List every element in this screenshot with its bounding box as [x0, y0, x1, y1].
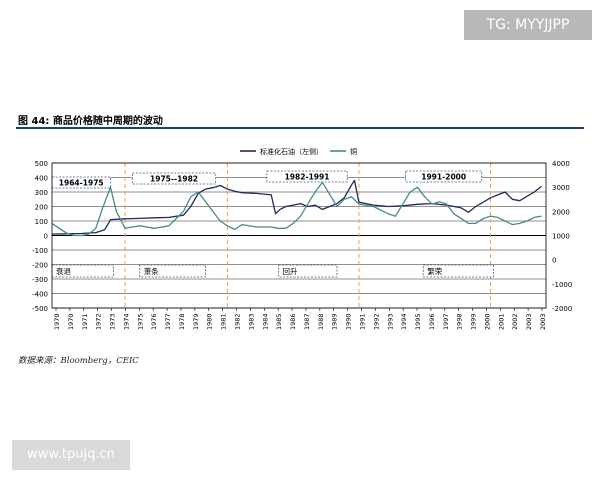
- period-box: [405, 170, 483, 183]
- x-tick-label: 1973: [109, 313, 117, 330]
- series-line-oil: [51, 179, 543, 235]
- x-tick-label: 1994: [400, 313, 408, 330]
- figure-title: 图 44: 商品价格随中周期的波动: [18, 116, 163, 127]
- x-tick-label: 1970: [67, 313, 75, 330]
- x-tick-label: 1979: [192, 313, 200, 330]
- phase-label: 繁荣: [427, 266, 442, 276]
- phase-label: 回升: [283, 267, 298, 276]
- x-tick-label: 1984: [261, 313, 269, 330]
- series-layer: [51, 179, 543, 237]
- legend-label-oil: 标准化石油（左侧）: [260, 147, 323, 156]
- y-right-tick-label: -1000: [552, 281, 572, 289]
- x-tick-label: 1997: [442, 313, 450, 330]
- title-rule: [16, 127, 584, 129]
- x-tick-label: 1991: [358, 313, 366, 330]
- x-tick-label: 1972: [95, 313, 103, 330]
- x-tick-label: 1988: [317, 313, 325, 330]
- period-boxes: 1964-1975 1975--1982 1982-1991 1991-2000 衰退 萧…: [51, 170, 494, 278]
- phase-box: [422, 264, 494, 278]
- y-left-tick-label: 0: [44, 233, 48, 241]
- x-tick-label: 1981: [220, 313, 228, 330]
- y-left-tick-label: -100: [32, 247, 48, 255]
- phase-label: 衰退: [56, 266, 71, 276]
- y-left-tick-label: 100: [35, 218, 48, 226]
- y-right-tick-label: 3000: [552, 184, 570, 192]
- x-tick-label: 1993: [386, 313, 394, 330]
- x-tick-label: 1990: [345, 313, 353, 330]
- axis-layer: 5004003002001000-100-200-300-400-5004000…: [32, 160, 572, 330]
- period-label: 1975--1982: [150, 175, 198, 184]
- x-tick-label: 1976: [150, 313, 158, 330]
- x-tick-label: 1989: [331, 313, 339, 330]
- series-line-copper: [51, 181, 542, 237]
- y-left-tick-label: 300: [35, 189, 48, 197]
- y-left-tick-label: 400: [35, 175, 48, 183]
- x-tick-label: 1975: [136, 313, 144, 330]
- period-box: [131, 172, 217, 185]
- x-tick-label: 1998: [456, 313, 464, 330]
- y-right-tick-label: 0: [552, 257, 556, 265]
- y-left-tick-label: -500: [32, 305, 48, 313]
- period-label: 1982-1991: [285, 173, 330, 182]
- y-right-tick-label: 4000: [552, 160, 570, 168]
- x-tick-label: 1999: [470, 313, 478, 330]
- grid-layer: [52, 162, 546, 309]
- y-right-tick-label: 2000: [552, 208, 570, 216]
- x-tick-label: 2003: [539, 313, 547, 330]
- x-tick-label: 2001: [497, 313, 505, 330]
- x-tick-label: 1992: [372, 313, 380, 330]
- period-lines: [124, 163, 491, 308]
- y-right-tick-label: -2000: [552, 305, 572, 313]
- x-tick-label: 1986: [289, 313, 297, 330]
- phase-label: 萧条: [144, 266, 159, 276]
- plot-frame: [51, 162, 547, 309]
- y-right-tick-label: 1000: [552, 233, 570, 241]
- x-tick-label: 1983: [247, 313, 255, 330]
- x-tick-label: 1978: [178, 313, 186, 330]
- x-tick-label: 2002: [511, 313, 519, 330]
- period-label: 1991-2000: [421, 173, 466, 182]
- x-tick-label: 1987: [303, 313, 311, 330]
- watermark-top: TG: MYYJJPP: [464, 10, 592, 40]
- x-tick-label: 1970: [53, 313, 61, 330]
- x-tick-label: 1974: [122, 313, 130, 330]
- period-label: 1964-1975: [59, 179, 104, 188]
- x-tick-label: 2000: [483, 313, 491, 330]
- y-left-tick-label: -400: [32, 291, 48, 299]
- legend-label-copper: 铜: [350, 147, 357, 156]
- x-tick-label: 1996: [428, 313, 436, 330]
- x-tick-label: 1995: [414, 313, 422, 330]
- legend: 标准化石油（左侧） 铜: [240, 147, 357, 156]
- data-source: 数据来源：Bloomberg，CEIC: [18, 356, 139, 366]
- x-tick-label: 1982: [234, 313, 242, 330]
- period-box: [266, 170, 348, 183]
- y-left-tick-label: -200: [32, 262, 48, 270]
- x-tick-label: 1980: [206, 313, 214, 330]
- phase-box: [278, 264, 338, 278]
- y-left-tick-label: 500: [35, 160, 48, 168]
- y-left-tick-label: -300: [32, 276, 48, 284]
- x-tick-label: 2003: [525, 313, 533, 330]
- x-tick-label: 1985: [275, 313, 283, 330]
- y-left-tick-label: 200: [35, 204, 48, 212]
- x-tick-label: 1977: [164, 313, 172, 330]
- x-tick-label: 1971: [81, 313, 89, 330]
- phase-box: [139, 264, 206, 278]
- watermark-bottom: www.tpujq.cn: [12, 440, 130, 470]
